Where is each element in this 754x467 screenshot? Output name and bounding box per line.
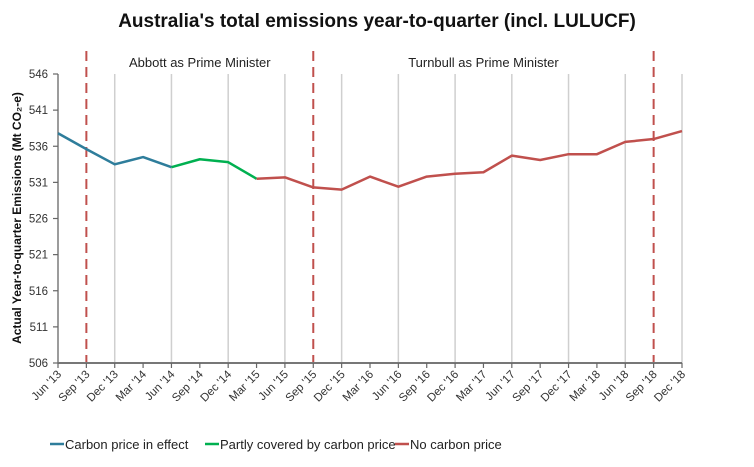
series-lines [57, 129, 683, 191]
x-tick-label: Dec '15 [312, 369, 348, 405]
y-ticks: 506 511 516 521 526 531 536 541 546 [29, 69, 58, 370]
y-axis-label: Actual Year-to-quarter Emissions (Mt CO₂… [10, 92, 24, 344]
y-tick-label: 526 [29, 214, 48, 226]
x-tick-label: Mar '15 [227, 369, 262, 404]
series-line-carbon-price-in-effect [57, 132, 172, 169]
region-label: Turnbull as Prime Minister [408, 55, 559, 70]
pm-change-lines [85, 51, 655, 363]
gridlines [113, 74, 683, 363]
legend: Carbon price in effect Partly covered by … [50, 437, 502, 452]
y-tick-label: 521 [29, 250, 48, 262]
chart-title: Australia's total emissions year-to-quar… [118, 11, 636, 32]
y-tick-label: 506 [29, 358, 48, 370]
x-tick-label: Dec '14 [198, 368, 234, 404]
x-tick-label: Mar '18 [568, 369, 603, 404]
x-tick-label: Mar '16 [341, 369, 376, 404]
x-tick-label: Dec '13 [85, 369, 121, 405]
y-tick-label: 541 [29, 105, 48, 117]
y-tick-label: 536 [29, 141, 48, 153]
y-tick-label: 516 [29, 286, 48, 298]
y-tick-label: 511 [30, 322, 48, 334]
x-tick-label: Dec '17 [539, 369, 575, 405]
axes [57, 74, 682, 364]
region-label: Abbott as Prime Minister [129, 55, 271, 70]
series-line-no-carbon-price [256, 129, 683, 191]
x-tick-label: Dec '18 [652, 369, 688, 405]
y-tick-label: 546 [29, 69, 48, 81]
legend-label: Carbon price in effect [65, 437, 189, 452]
x-tick-label: Mar '14 [114, 368, 150, 404]
x-tick-label: Dec '16 [425, 369, 461, 405]
legend-label: No carbon price [410, 437, 502, 452]
series-line-partly-covered-by-carbon-price [171, 158, 258, 180]
legend-label: Partly covered by carbon price [220, 437, 396, 452]
x-tick-label: Mar '17 [454, 369, 489, 404]
y-tick-label: 531 [29, 177, 48, 189]
region-labels: Abbott as Prime Minister Turnbull as Prim… [129, 55, 559, 70]
